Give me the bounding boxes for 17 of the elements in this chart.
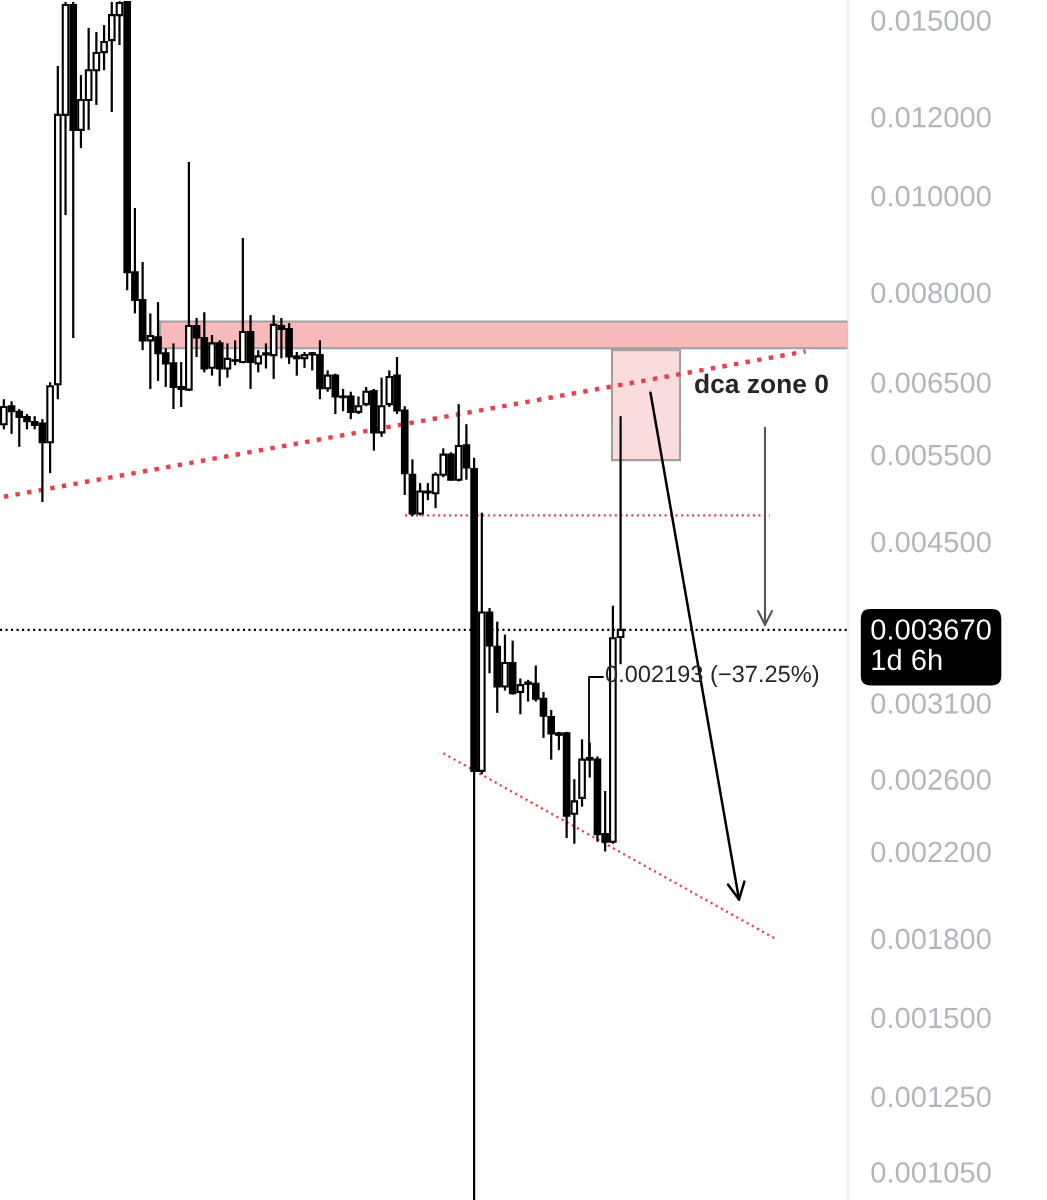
y-tick-label: 0.001050 <box>871 1162 991 1183</box>
text: 1d 6h <box>872 648 942 671</box>
y-tick-label: 0.008000 <box>871 282 991 304</box>
y-tick-label: 0.002600 <box>871 769 991 790</box>
y-tick-label: 0.001250 <box>871 1086 991 1108</box>
y-tick-label: 0.001500 <box>871 1007 991 1029</box>
y-tick-label: 0.001800 <box>871 928 991 950</box>
y-tick-label: 0.003100 <box>871 693 991 714</box>
y-tick-label: 0.012000 <box>871 106 991 128</box>
y-tick-label: 0.006500 <box>871 372 991 394</box>
y-tick-label: 0.015000 <box>871 10 991 31</box>
y-tick-label: 0.002200 <box>871 841 991 863</box>
y-tick-label: 0.010000 <box>871 185 991 207</box>
y-tick-label: 0.005500 <box>871 444 991 466</box>
y-tick-label: 0.004500 <box>871 531 991 553</box>
ref-line-label: 0.003670 <box>871 619 991 640</box>
band-label: dca zone 0 <box>695 373 828 394</box>
